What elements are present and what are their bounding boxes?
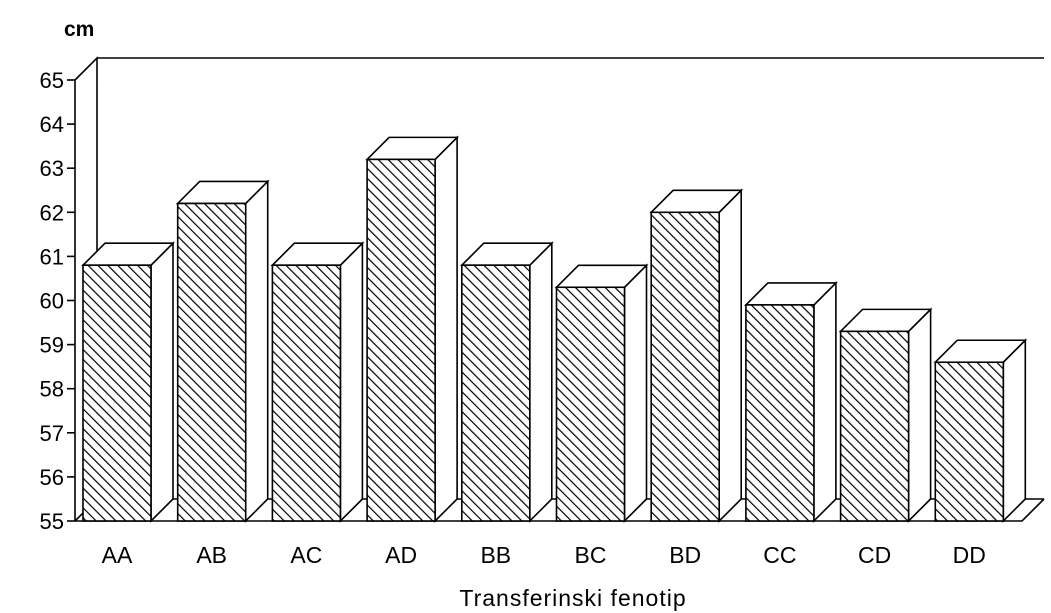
y-tick-label: 63 xyxy=(40,156,64,181)
x-tick-label: CD xyxy=(858,542,891,568)
y-tick-label: 65 xyxy=(40,68,64,93)
y-tick-label: 58 xyxy=(40,377,64,402)
bar-side-face xyxy=(813,280,837,523)
bar-side-face xyxy=(244,179,269,523)
bar-cd xyxy=(838,307,933,523)
bar-side-face xyxy=(528,241,553,523)
y-tick-label: 56 xyxy=(40,465,64,490)
y-axis: 55 56 57 58 59 60 61 62 63 64 65 xyxy=(40,68,75,534)
y-tick-label: 59 xyxy=(40,333,64,358)
bar-front-face xyxy=(934,361,1005,522)
bar-ac xyxy=(270,241,365,523)
bar-front-face xyxy=(745,304,815,522)
bar-dd xyxy=(933,338,1028,523)
y-tick-label: 62 xyxy=(40,200,64,225)
bar-side-face xyxy=(150,241,174,523)
y-tick-label: 61 xyxy=(40,244,64,269)
y-tick-label: 64 xyxy=(40,112,64,137)
x-axis: AA AB AC AD BB BC BD CC CD DD xyxy=(102,542,986,568)
bar-bb xyxy=(459,241,554,523)
bar-side-face xyxy=(1002,338,1027,523)
x-axis-label: Transferinski fenotip xyxy=(459,585,686,611)
bar-ad xyxy=(365,135,460,523)
bar-front-face xyxy=(82,264,152,522)
bar-side-face xyxy=(339,241,364,523)
bar-side-face xyxy=(718,188,743,523)
x-tick-label: AC xyxy=(290,542,322,568)
bar-ab xyxy=(175,179,270,523)
bar-front-face xyxy=(176,202,247,522)
y-tick-label: 55 xyxy=(40,509,64,534)
bar-front-face xyxy=(839,330,910,522)
bar-side-face xyxy=(434,135,458,523)
x-tick-label: BC xyxy=(575,542,607,568)
bar-cc xyxy=(743,280,838,523)
y-unit-label: cm xyxy=(64,18,94,41)
y-tick-label: 57 xyxy=(40,421,64,446)
bar-side-face xyxy=(907,307,932,523)
x-tick-label: AA xyxy=(102,542,133,568)
bar-bd xyxy=(649,188,744,523)
x-tick-label: DD xyxy=(953,542,986,568)
bar-front-face xyxy=(366,158,436,522)
x-tick-label: CC xyxy=(763,542,796,568)
bar-front-face xyxy=(650,211,721,522)
x-tick-label: AD xyxy=(385,542,417,568)
x-tick-label: BB xyxy=(480,542,511,568)
bars xyxy=(81,135,1028,523)
x-tick-label: BD xyxy=(669,542,701,568)
x-tick-label: AB xyxy=(196,542,227,568)
bar-front-face xyxy=(460,264,531,522)
bar-aa xyxy=(81,241,175,523)
bar-bc xyxy=(554,263,649,523)
y-tick-label: 60 xyxy=(40,289,64,314)
bar-front-face xyxy=(271,264,342,522)
bar-side-face xyxy=(623,263,648,523)
bar-front-face xyxy=(555,286,626,522)
